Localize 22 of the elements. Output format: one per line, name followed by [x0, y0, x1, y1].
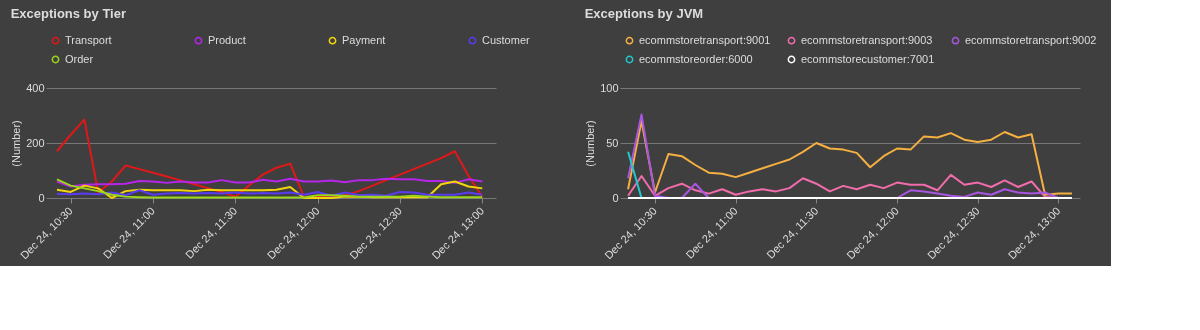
legend-label: Order — [65, 52, 94, 65]
legend-label: Transport — [65, 33, 112, 46]
legend-label: ecommstorecustomer:7001 — [801, 52, 935, 65]
legend-label: Payment — [342, 33, 386, 46]
y-tick-label: 50 — [606, 136, 619, 149]
y-tick-label: 0 — [612, 191, 619, 204]
y-tick-label: 200 — [26, 136, 45, 149]
legend-label: Customer — [482, 33, 531, 46]
legend-label: ecommstoretransport:9003 — [801, 33, 933, 46]
y-tick-label: 0 — [38, 191, 45, 204]
legend-label: ecommstoretransport:9001 — [639, 33, 771, 46]
chart-title: Exceptions by Tier — [10, 6, 127, 21]
line-series — [55, 118, 484, 198]
line-series — [55, 177, 484, 188]
legend-label: ecommstoreorder:6000 — [639, 52, 753, 65]
legend-label: ecommstoretransport:9002 — [965, 33, 1097, 46]
y-tick-label: 100 — [600, 81, 619, 94]
chart-title: Exceptions by JVM — [584, 6, 704, 21]
legend-label: Product — [208, 33, 246, 46]
y-axis-title: (Number) — [10, 120, 23, 167]
y-axis-title: (Number) — [584, 120, 597, 167]
y-tick-label: 400 — [26, 81, 45, 94]
